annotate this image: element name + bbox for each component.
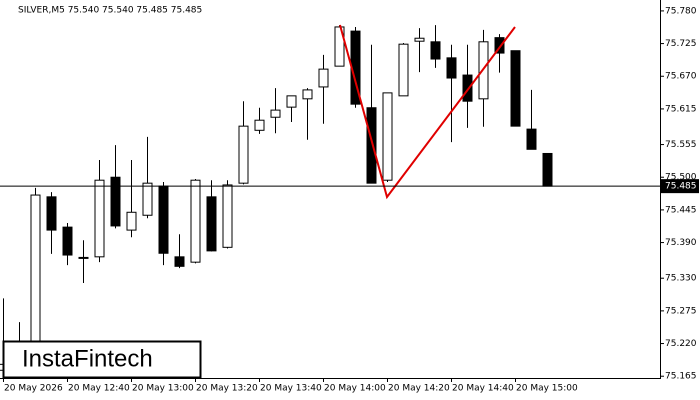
candle-body (190, 179, 201, 263)
candle-body (526, 128, 537, 150)
x-tick-label: 20 May 13:40 (260, 384, 322, 394)
y-tick-label: 75.390 (665, 238, 697, 248)
chart-title: SILVER,M5 75.540 75.540 75.485 75.485 (18, 6, 202, 16)
candle-body (302, 89, 313, 100)
candle-body (446, 57, 457, 79)
candle-body (158, 185, 169, 254)
logo-box (2, 340, 202, 379)
candle-body (430, 41, 441, 60)
candle-body (462, 74, 473, 102)
candle-body (254, 119, 265, 131)
y-tick-label: 75.275 (665, 306, 697, 316)
candle-body (110, 176, 121, 227)
candle-body (510, 50, 521, 127)
y-tick-label: 75.445 (665, 205, 697, 215)
x-tick-label: 20 May 2026 (4, 384, 63, 394)
y-tick-label: 75.165 (665, 372, 697, 382)
candle-body (318, 68, 329, 88)
candle-body (286, 95, 297, 108)
candle-body (94, 179, 105, 258)
candle-body (398, 43, 409, 97)
x-tick-label: 20 May 14:20 (388, 384, 450, 394)
y-tick-label: 75.220 (665, 339, 697, 349)
y-tick-label: 75.500 (665, 173, 697, 183)
logo: InstaFintech (22, 345, 153, 372)
candle-body (238, 125, 249, 184)
pattern-line (339, 24, 516, 200)
y-tick-label: 75.330 (665, 274, 697, 284)
y-tick-label: 75.615 (665, 104, 697, 114)
current-price-label: 75.485 (665, 182, 697, 192)
candle-body (270, 109, 281, 118)
candle-body (222, 184, 233, 248)
candle-body (62, 226, 73, 256)
y-tick-label: 75.670 (665, 72, 697, 82)
x-tick-label: 20 May 13:20 (196, 384, 258, 394)
current-price-box (661, 179, 699, 194)
candle-body (494, 37, 505, 54)
x-tick-label: 20 May 14:40 (452, 384, 514, 394)
candle-body (366, 107, 377, 184)
y-tick-label: 75.725 (665, 39, 697, 49)
y-tick-label: 75.780 (665, 6, 697, 16)
candle-body (142, 182, 153, 216)
candle-body (174, 256, 185, 267)
candle-body (46, 196, 57, 231)
x-tick-label: 20 May 13:00 (132, 384, 194, 394)
candle-body (382, 92, 393, 181)
x-tick-label: 20 May 14:00 (324, 384, 386, 394)
candle-body (542, 152, 553, 187)
candle-body (414, 37, 425, 42)
x-tick-label: 20 May 12:40 (68, 384, 130, 394)
candle-body (78, 256, 89, 259)
candle-body (126, 211, 137, 231)
x-tick-label: 20 May 15:00 (516, 384, 578, 394)
y-tick-label: 75.555 (665, 140, 697, 150)
candle-body (206, 196, 217, 252)
